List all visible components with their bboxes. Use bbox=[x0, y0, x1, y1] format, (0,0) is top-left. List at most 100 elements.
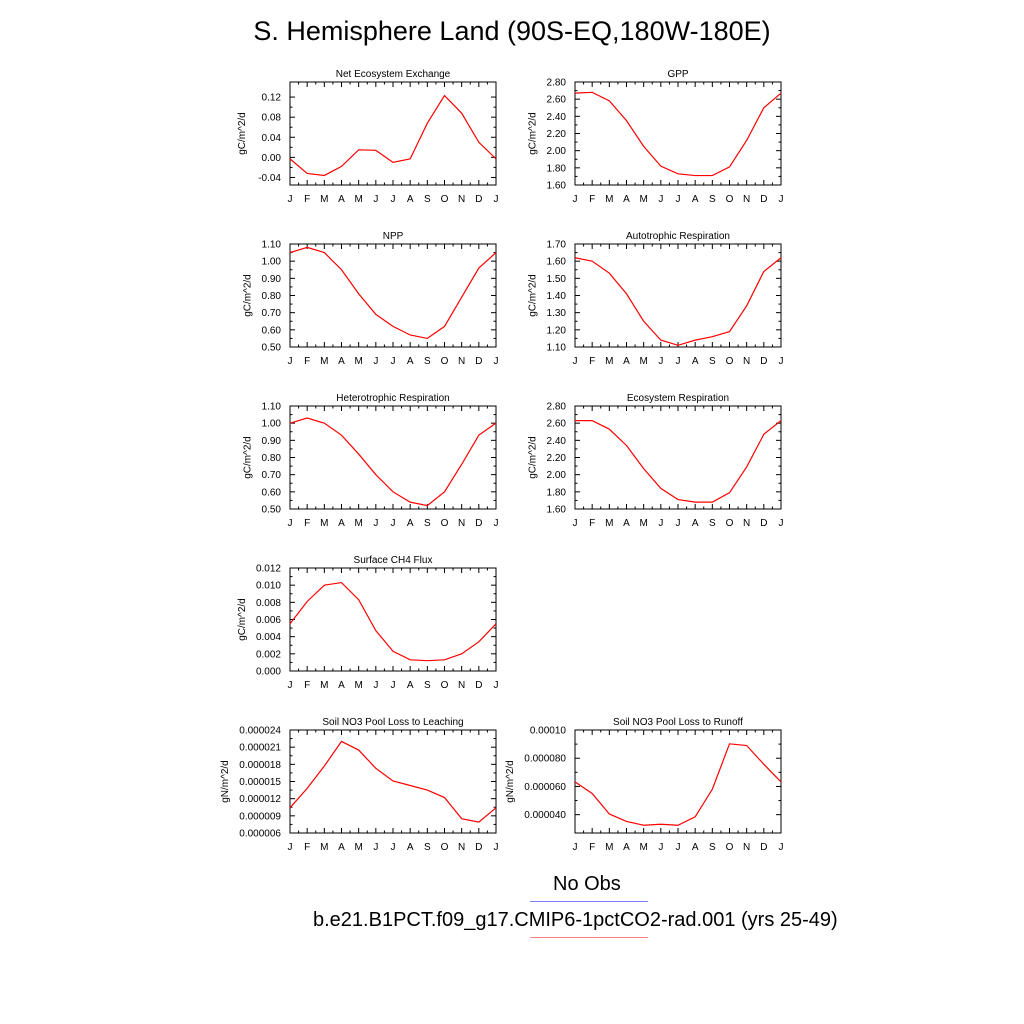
x-tick-label: A bbox=[623, 194, 630, 205]
y-tick-label: 1.00 bbox=[262, 257, 282, 268]
x-tick-label: A bbox=[407, 356, 414, 367]
legend-model-line bbox=[530, 937, 648, 938]
y-axis-label: gN/m^2/d bbox=[505, 760, 516, 803]
y-tick-label: 0.002 bbox=[256, 649, 281, 660]
x-tick-label: A bbox=[623, 842, 630, 853]
x-tick-label: J bbox=[391, 356, 396, 367]
x-tick-label: M bbox=[354, 518, 362, 529]
y-axis-label: gC/m^2/d bbox=[237, 112, 248, 155]
x-tick-label: D bbox=[475, 518, 482, 529]
legend-obs-label: No Obs bbox=[553, 873, 621, 895]
x-tick-label: J bbox=[391, 680, 396, 691]
x-tick-label: J bbox=[288, 680, 293, 691]
x-tick-label: S bbox=[424, 680, 431, 691]
y-tick-label: 0.000009 bbox=[239, 811, 281, 822]
x-tick-label: J bbox=[573, 842, 578, 853]
y-tick-label: 0.000006 bbox=[239, 829, 281, 840]
x-tick-label: S bbox=[424, 356, 431, 367]
x-tick-label: N bbox=[743, 194, 750, 205]
x-tick-label: J bbox=[288, 194, 293, 205]
x-tick-label: D bbox=[475, 194, 482, 205]
x-tick-label: M bbox=[605, 842, 613, 853]
x-tick-label: D bbox=[760, 356, 767, 367]
x-tick-label: A bbox=[338, 842, 345, 853]
y-axis-label: gC/m^2/d bbox=[243, 274, 254, 317]
x-tick-label: A bbox=[407, 680, 414, 691]
x-tick-label: F bbox=[304, 680, 310, 691]
y-tick-label: 0.60 bbox=[262, 325, 282, 336]
panel-title: NPP bbox=[383, 231, 404, 242]
y-tick-label: 2.20 bbox=[547, 129, 567, 140]
x-tick-label: F bbox=[304, 356, 310, 367]
x-tick-label: M bbox=[639, 194, 647, 205]
x-tick-label: J bbox=[573, 356, 578, 367]
x-tick-label: O bbox=[441, 518, 449, 529]
x-tick-label: J bbox=[676, 356, 681, 367]
x-tick-label: J bbox=[779, 194, 784, 205]
y-tick-label: 1.80 bbox=[547, 487, 567, 498]
x-tick-label: D bbox=[760, 518, 767, 529]
x-tick-label: J bbox=[391, 194, 396, 205]
y-tick-label: 1.10 bbox=[262, 240, 282, 251]
x-tick-label: M bbox=[354, 680, 362, 691]
x-tick-label: J bbox=[658, 194, 663, 205]
x-tick-label: F bbox=[304, 194, 310, 205]
x-tick-label: M bbox=[320, 518, 328, 529]
y-tick-label: 0.90 bbox=[262, 274, 282, 285]
series-line bbox=[289, 417, 497, 507]
y-tick-label: 0.50 bbox=[262, 505, 282, 516]
y-axis-label: gC/m^2/d bbox=[528, 112, 539, 155]
x-tick-label: F bbox=[589, 518, 595, 529]
y-tick-label: 0.000015 bbox=[239, 777, 281, 788]
x-tick-label: J bbox=[658, 356, 663, 367]
x-tick-label: J bbox=[494, 194, 499, 205]
x-tick-label: A bbox=[338, 194, 345, 205]
x-tick-label: M bbox=[639, 518, 647, 529]
x-tick-label: F bbox=[304, 842, 310, 853]
y-tick-label: 1.10 bbox=[262, 402, 282, 413]
x-tick-label: A bbox=[623, 356, 630, 367]
x-tick-label: A bbox=[692, 356, 699, 367]
x-tick-label: M bbox=[354, 356, 362, 367]
x-tick-label: S bbox=[424, 194, 431, 205]
y-tick-label: 0.004 bbox=[256, 632, 281, 643]
series-line bbox=[289, 94, 497, 177]
legend-obs-line bbox=[530, 901, 648, 902]
x-tick-label: J bbox=[373, 680, 378, 691]
x-tick-label: J bbox=[494, 842, 499, 853]
y-tick-label: 2.40 bbox=[547, 112, 567, 123]
x-tick-label: D bbox=[475, 842, 482, 853]
y-tick-label: 1.00 bbox=[262, 419, 282, 430]
x-tick-label: M bbox=[320, 356, 328, 367]
y-tick-label: 2.20 bbox=[547, 453, 567, 464]
y-tick-label: 2.60 bbox=[547, 419, 567, 430]
x-tick-label: J bbox=[494, 680, 499, 691]
series-line bbox=[574, 743, 782, 826]
series-line bbox=[575, 419, 782, 503]
y-tick-label: 1.60 bbox=[547, 505, 567, 516]
y-tick-label: 0.010 bbox=[256, 581, 281, 592]
x-tick-label: J bbox=[779, 842, 784, 853]
panel-title: GPP bbox=[667, 69, 688, 80]
x-tick-label: N bbox=[458, 680, 465, 691]
x-tick-label: M bbox=[320, 680, 328, 691]
x-tick-label: F bbox=[589, 842, 595, 853]
x-tick-label: F bbox=[589, 194, 595, 205]
x-tick-label: N bbox=[743, 842, 750, 853]
legend-model-label: b.e21.B1PCT.f09_g17.CMIP6-1pctCO2-rad.00… bbox=[313, 909, 838, 931]
x-tick-label: N bbox=[743, 518, 750, 529]
x-tick-label: N bbox=[458, 518, 465, 529]
y-tick-label: 1.70 bbox=[547, 240, 567, 251]
y-tick-label: 1.50 bbox=[547, 274, 567, 285]
x-tick-label: A bbox=[692, 194, 699, 205]
x-tick-label: O bbox=[441, 680, 449, 691]
x-tick-label: D bbox=[475, 680, 482, 691]
x-tick-label: J bbox=[658, 518, 663, 529]
panel-title: Soil NO3 Pool Loss to Leaching bbox=[322, 717, 463, 728]
plot-frame bbox=[574, 243, 782, 348]
y-tick-label: 2.00 bbox=[547, 146, 567, 157]
y-tick-label: 0.80 bbox=[262, 453, 282, 464]
